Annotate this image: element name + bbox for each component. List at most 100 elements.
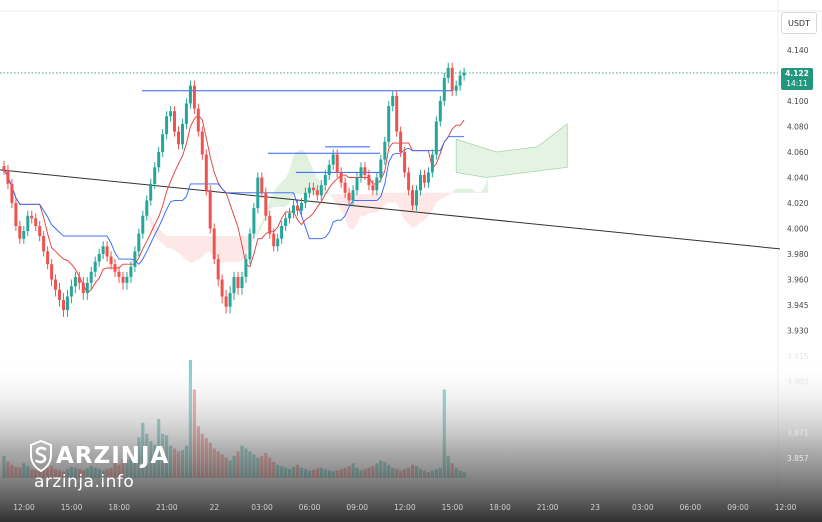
candle-body — [6, 169, 10, 184]
cloud-segment — [440, 192, 445, 200]
cloud-segment — [376, 192, 381, 213]
candle-body — [303, 192, 307, 203]
candle-body — [216, 259, 220, 280]
candle-body — [117, 271, 121, 277]
candle-body — [264, 192, 268, 216]
candle-body — [161, 134, 165, 152]
candle-body — [50, 264, 54, 280]
candle-body — [375, 177, 379, 191]
x-tick-label: 15:00 — [442, 503, 464, 512]
candle-body — [244, 259, 248, 277]
x-tick-label: 06:00 — [299, 503, 321, 512]
candle-body — [177, 131, 180, 145]
candle-body — [367, 175, 371, 186]
y-tick-label: 4.040 — [787, 174, 809, 183]
cloud-segment — [301, 149, 306, 195]
candle-body — [192, 85, 196, 109]
x-tick-label: 03:00 — [632, 503, 654, 512]
candle-body — [236, 276, 240, 288]
cloud-segment — [400, 192, 405, 221]
cloud-segment — [479, 188, 484, 193]
cloud-segment — [206, 236, 211, 253]
cloud-segment — [353, 194, 358, 230]
cloud-segment — [357, 194, 361, 224]
cloud-segment — [119, 197, 123, 205]
cloud-segment — [424, 192, 429, 221]
cloud-segment — [230, 236, 235, 262]
cloud-segment — [154, 224, 159, 240]
candle-body — [141, 215, 145, 234]
candle-body — [371, 185, 375, 191]
candle-body — [296, 205, 299, 211]
candle-body — [256, 177, 260, 209]
cloud-segment — [432, 192, 437, 211]
cloud-segment — [368, 194, 373, 214]
cloud-segment — [234, 236, 239, 263]
candle-body — [157, 152, 161, 168]
cloud-segment — [464, 188, 469, 193]
cloud-segment — [166, 236, 171, 249]
candle-body — [426, 172, 430, 183]
y-tick-label: 3.900 — [787, 378, 809, 387]
cloud-segment — [285, 170, 290, 207]
candle-body — [411, 190, 414, 206]
cloud-segment — [380, 192, 385, 211]
candle-body — [204, 154, 208, 191]
y-tick-label: 4.060 — [787, 148, 809, 157]
candle-body — [454, 85, 458, 91]
candle-body — [240, 276, 244, 288]
candle-body — [379, 159, 383, 178]
cloud-segment — [483, 177, 488, 193]
candle-body — [165, 116, 169, 135]
cloud-segment — [194, 236, 199, 262]
x-tick-label: 21:00 — [156, 503, 178, 512]
cloud-segment — [360, 194, 365, 216]
watermark-brand: ARZINJA — [56, 443, 170, 469]
candle-body — [42, 236, 46, 252]
kijun-line — [3, 136, 465, 265]
candle-body — [18, 226, 22, 239]
currency-selector[interactable]: USDT — [781, 12, 817, 34]
candles — [2, 62, 466, 317]
cloud-segment — [174, 236, 179, 253]
x-tick-label: 23 — [590, 503, 600, 512]
x-tick-label: 12:00 — [775, 503, 797, 512]
candle-body — [319, 185, 323, 196]
candle-body — [276, 238, 280, 247]
y-tick-label: 3.915 — [787, 352, 809, 361]
cloud-segment — [253, 229, 258, 239]
candle-body — [38, 226, 42, 237]
x-tick-label: 06:00 — [680, 503, 702, 512]
candle-body — [212, 228, 216, 260]
candle-body — [327, 164, 331, 175]
cloud-segment — [436, 192, 441, 203]
ichimoku-cloud — [107, 123, 568, 264]
candle-body — [10, 183, 14, 203]
x-tick-label: 18:00 — [108, 503, 130, 512]
candle-body — [395, 95, 399, 132]
y-tick-label: 4.100 — [787, 97, 809, 106]
cloud-segment — [364, 194, 369, 216]
candle-body — [331, 154, 335, 165]
candle-body — [228, 293, 232, 307]
cloud-segment — [297, 149, 302, 195]
candle-body — [30, 215, 34, 219]
candle-body — [335, 154, 339, 173]
candle-body — [125, 276, 129, 283]
cloud-segment — [186, 236, 191, 263]
s-shield-logo-icon — [30, 440, 52, 472]
cloud-segment — [107, 169, 112, 177]
x-tick-label: 12:00 — [394, 503, 416, 512]
candle-body — [347, 192, 351, 201]
candle-body — [77, 276, 81, 283]
cloud-segment — [222, 236, 227, 264]
x-tick-label: 09:00 — [346, 503, 368, 512]
cloud-segment — [269, 191, 274, 210]
cloud-segment — [115, 186, 120, 198]
tenkan-line — [3, 114, 465, 294]
x-tick-label: 22 — [210, 503, 220, 512]
y-tick-label: 3.960 — [787, 276, 809, 285]
y-tick-label: 4.080 — [787, 123, 809, 132]
cloud-segment — [349, 194, 354, 230]
